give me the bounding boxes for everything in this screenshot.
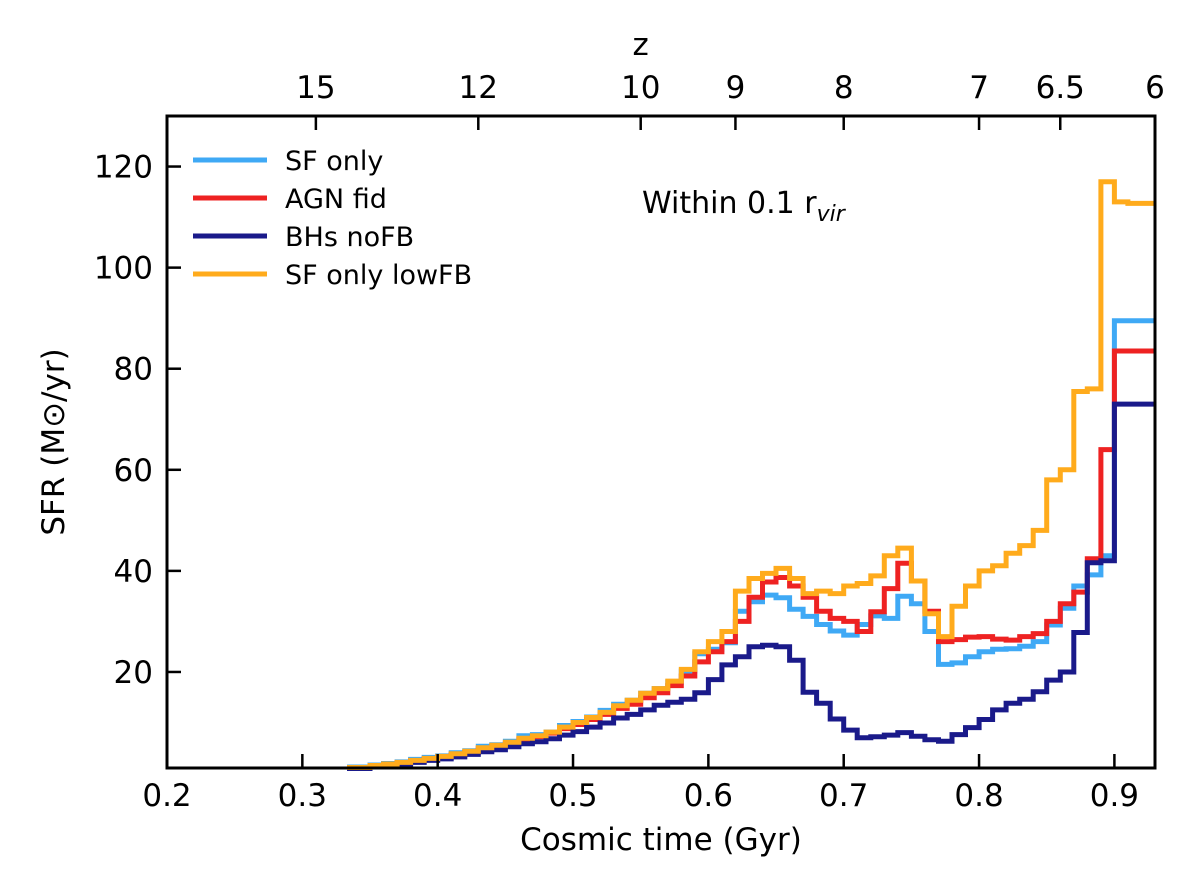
x-tick-label: 0.3 [278, 778, 327, 814]
annotation-subscript: vir [817, 202, 847, 227]
top-tick-label: 12 [459, 70, 498, 106]
annotation-main: Within 0.1 r [642, 186, 817, 221]
y-axis-label: SFR (M⊙/yr) [36, 348, 72, 535]
y-tick-label: 120 [94, 150, 153, 186]
y-tick-label: 40 [114, 554, 153, 590]
x-tick-label: 0.5 [548, 778, 597, 814]
x-tick-label: 0.4 [413, 778, 462, 814]
y-tick-label: 20 [114, 655, 153, 691]
legend-label: AGN fid [285, 184, 387, 215]
top-tick-label: 6.5 [1036, 70, 1085, 106]
top-tick-label: 6 [1145, 70, 1165, 106]
ticks-layer: 0.2 0.3 0.4 0.5 0.6 0.7 0.8 0.9 20 40 60 80 100 120 15… [94, 70, 1165, 814]
legend-label: BHs noFB [285, 222, 414, 253]
x-tick-label: 0.8 [954, 778, 1003, 814]
legend-label: SF only [285, 146, 383, 177]
top-tick-label: 7 [969, 70, 989, 106]
annotation-label: Within 0.1 rvir [642, 186, 847, 227]
series-line-sf-only-lowfb [347, 179, 1155, 770]
x-axis-label: Cosmic time (Gyr) [520, 822, 802, 858]
top-tick-label: 10 [621, 70, 660, 106]
series-line-bhs-nofb [347, 401, 1155, 771]
y-tick-label: 100 [94, 251, 153, 287]
y-tick-label: 80 [114, 352, 153, 388]
legend: SF only AGN fid BHs noFB SF only lowFB [193, 146, 472, 291]
y-tick-label: 60 [114, 453, 153, 489]
x-tick-label: 0.6 [684, 778, 733, 814]
top-tick-label: 15 [296, 70, 335, 106]
top-axis-label: z [633, 27, 649, 63]
top-tick-label: 8 [834, 70, 854, 106]
x-tick-label: 0.9 [1090, 778, 1139, 814]
x-tick-label: 0.7 [819, 778, 868, 814]
top-tick-label: 9 [726, 70, 746, 106]
x-tick-label: 0.2 [142, 778, 191, 814]
plot-frame [165, 114, 1157, 770]
series-line-agn-fid [347, 348, 1155, 770]
legend-label: SF only lowFB [285, 260, 472, 291]
series-layer [347, 179, 1155, 771]
